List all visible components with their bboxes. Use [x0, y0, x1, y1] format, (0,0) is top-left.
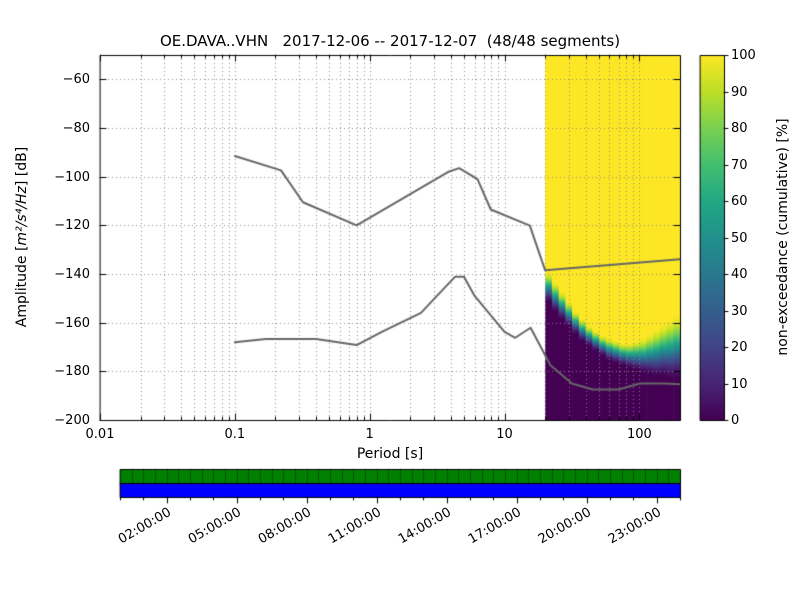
- colorbar-tick-label: 90: [731, 84, 748, 100]
- x-axis-tick-label: 100: [626, 427, 652, 442]
- x-axis-tick-label: 10: [496, 427, 513, 442]
- y-axis-tick-label: −120: [54, 218, 90, 234]
- y-axis-tick-label: −80: [62, 121, 90, 136]
- colorbar-tick-label: 70: [731, 157, 748, 173]
- colorbar-tick-label: 80: [731, 121, 748, 136]
- colorbar-tick-label: 30: [731, 303, 748, 319]
- x-axis-tick-label: 0.01: [85, 427, 115, 442]
- plot-title: OE.DAVA..VHN 2017-12-06 -- 2017-12-07 (4…: [159, 32, 621, 50]
- x-axis-tick-label: 0.1: [224, 427, 246, 442]
- colorbar-tick-label: 0: [731, 413, 740, 428]
- y-axis-label-math: m²/s⁴/Hz: [14, 186, 30, 246]
- y-axis-tick-label: −160: [54, 315, 90, 331]
- colorbar-tick-label: 20: [731, 340, 748, 355]
- colorbar-tick-label: 40: [731, 267, 748, 282]
- colorbar-tick-label: 60: [731, 194, 748, 209]
- y-axis-tick-label: −200: [54, 413, 90, 428]
- x-axis-tick-label: 1: [365, 427, 374, 442]
- colorbar-tick-label: 100: [731, 48, 756, 63]
- y-axis-tick-label: −100: [54, 169, 90, 185]
- x-axis-label: Period [s]: [356, 446, 424, 462]
- colorbar-tick-label: 10: [731, 376, 748, 392]
- colorbar-label: non-exceedance (cumulative) [%]: [775, 118, 791, 356]
- y-axis-tick-label: −180: [54, 364, 90, 380]
- y-axis-tick-label: −140: [54, 267, 90, 282]
- y-axis-tick-label: −60: [62, 72, 90, 88]
- colorbar-tick-label: 50: [731, 230, 748, 246]
